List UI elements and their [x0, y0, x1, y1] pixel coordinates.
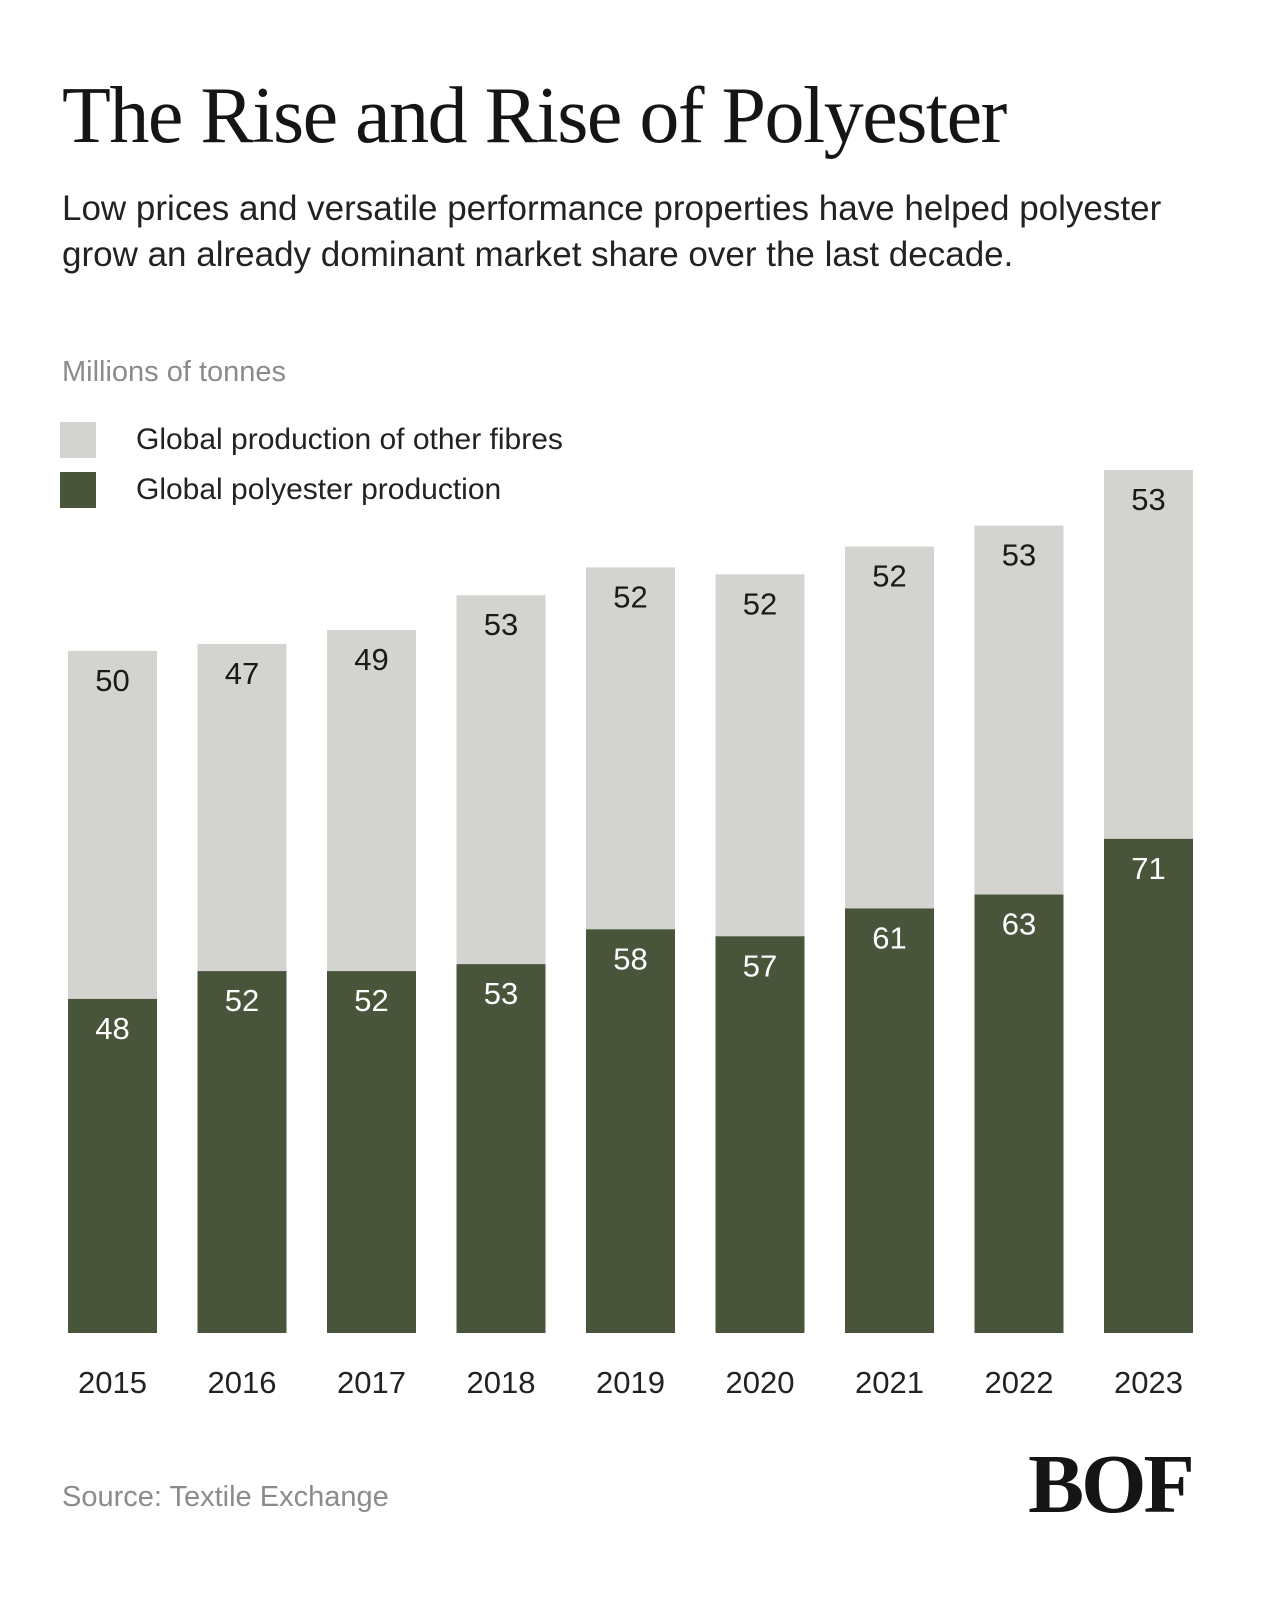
bar-group-2023: 53 71 2023 — [1104, 469, 1193, 1400]
bar-group-2016: 47 52 2016 — [197, 643, 287, 1400]
bar-other-fibres-2020 — [715, 574, 805, 937]
bar-other-fibres-2017 — [327, 630, 416, 972]
bar-other-fibres-2022 — [974, 525, 1064, 895]
bar-group-2020: 52 57 2020 — [715, 574, 805, 1400]
bof-logo-icon: BOF — [1028, 1438, 1195, 1531]
data-label-polyester-2020: 57 — [743, 948, 777, 983]
data-label-polyester-2016: 52 — [225, 983, 259, 1018]
x-tick-label-2016: 2016 — [208, 1365, 277, 1400]
stacked-bar-chart: 50 48 2015 47 52 2016 49 52 2017 53 53 2018 52 58 2019… — [68, 469, 1193, 1400]
data-label-polyester-2021: 61 — [872, 920, 906, 955]
bar-other-fibres-2023 — [1104, 469, 1193, 839]
data-label-other-fibres-2021: 52 — [872, 559, 906, 594]
data-label-polyester-2019: 58 — [613, 941, 647, 976]
data-label-polyester-2022: 63 — [1002, 907, 1036, 942]
legend-label-polyester: Global polyester production — [136, 473, 502, 506]
data-label-polyester-2017: 52 — [354, 983, 388, 1018]
source-note: Source: Textile Exchange — [62, 1481, 389, 1513]
bar-polyester-2017 — [327, 971, 416, 1333]
bar-group-2018: 53 53 2018 — [456, 595, 546, 1400]
x-tick-label-2017: 2017 — [337, 1365, 406, 1400]
chart-subtitle: Low prices and versatile performance pro… — [62, 189, 1162, 274]
bar-polyester-2019 — [586, 929, 675, 1333]
bar-group-2021: 52 61 2021 — [845, 546, 934, 1400]
bar-polyester-2018 — [456, 964, 546, 1333]
unit-label: Millions of tonnes — [62, 356, 287, 388]
x-tick-label-2015: 2015 — [78, 1365, 147, 1400]
bar-group-2015: 50 48 2015 — [68, 650, 157, 1400]
legend-swatch-polyester — [60, 472, 96, 508]
chart-title: The Rise and Rise of Polyester — [62, 72, 1007, 160]
bar-group-2022: 53 63 2022 — [974, 525, 1064, 1400]
bar-group-2019: 52 58 2019 — [586, 567, 675, 1400]
data-label-polyester-2023: 71 — [1131, 851, 1165, 886]
data-label-other-fibres-2023: 53 — [1131, 482, 1165, 517]
bar-polyester-2015 — [68, 998, 157, 1333]
bar-other-fibres-2019 — [586, 567, 675, 930]
x-tick-label-2018: 2018 — [467, 1365, 536, 1400]
data-label-other-fibres-2015: 50 — [95, 663, 129, 698]
bar-polyester-2021 — [845, 908, 934, 1333]
data-label-other-fibres-2017: 49 — [354, 642, 388, 677]
bar-other-fibres-2018 — [456, 595, 546, 965]
bar-polyester-2020 — [715, 936, 805, 1333]
bar-group-2017: 49 52 2017 — [327, 630, 416, 1400]
bar-polyester-2023 — [1104, 838, 1193, 1333]
x-tick-label-2022: 2022 — [985, 1365, 1054, 1400]
x-tick-label-2023: 2023 — [1114, 1365, 1183, 1400]
x-tick-label-2019: 2019 — [596, 1365, 665, 1400]
data-label-other-fibres-2020: 52 — [743, 586, 777, 621]
data-label-other-fibres-2022: 53 — [1002, 538, 1036, 573]
bof-logo-text: BOF — [1028, 1438, 1192, 1531]
bar-other-fibres-2016 — [197, 643, 287, 972]
legend-swatch-other-fibres — [60, 422, 96, 458]
data-label-other-fibres-2018: 53 — [484, 607, 518, 642]
data-label-polyester-2018: 53 — [484, 976, 518, 1011]
data-label-other-fibres-2019: 52 — [613, 579, 647, 614]
bar-other-fibres-2021 — [845, 546, 934, 909]
data-label-polyester-2015: 48 — [95, 1011, 129, 1046]
data-label-other-fibres-2016: 47 — [225, 656, 259, 691]
bar-polyester-2016 — [197, 971, 287, 1333]
legend-label-other-fibres: Global production of other fibres — [136, 423, 563, 456]
x-tick-label-2020: 2020 — [726, 1365, 795, 1400]
x-tick-label-2021: 2021 — [855, 1365, 924, 1400]
bar-polyester-2022 — [974, 894, 1064, 1333]
bar-other-fibres-2015 — [68, 650, 157, 999]
